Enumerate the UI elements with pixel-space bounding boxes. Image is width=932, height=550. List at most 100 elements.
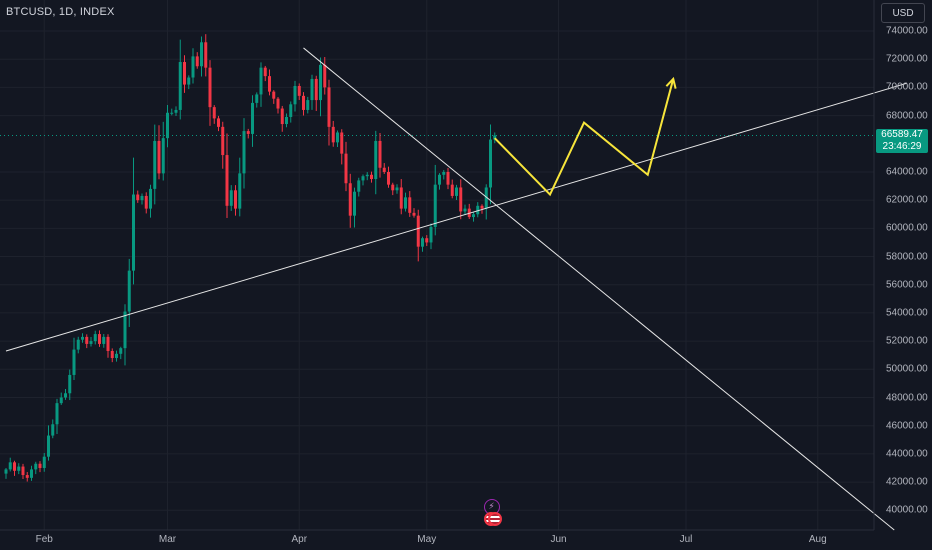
candle-body <box>38 463 42 468</box>
candle-body <box>280 108 284 125</box>
candle-body <box>472 214 475 218</box>
candle-body <box>51 424 55 436</box>
candle-body <box>225 155 229 206</box>
candle-body <box>13 462 16 471</box>
candle-body <box>433 184 437 227</box>
candle-body <box>8 462 12 470</box>
price-tick-label: 68000.00 <box>886 110 928 122</box>
ascending-trendline[interactable] <box>5 82 908 352</box>
candle-body <box>327 87 331 127</box>
price-tick-label: 62000.00 <box>886 194 928 206</box>
drawings[interactable] <box>5 47 908 531</box>
candle-body <box>123 311 127 349</box>
candle-body <box>17 466 21 471</box>
candle-body <box>293 85 297 105</box>
candle-body <box>395 187 399 191</box>
candle-body <box>246 131 250 134</box>
candle-body <box>314 78 318 101</box>
candle-body <box>276 98 280 109</box>
candle-body <box>200 42 203 67</box>
candle-body <box>416 215 420 247</box>
price-tick-label: 60000.00 <box>886 222 928 234</box>
price-tick-label: 72000.00 <box>886 53 928 65</box>
candle-body <box>438 174 441 185</box>
us-flag-event-icon[interactable] <box>487 511 502 526</box>
price-tick-label: 42000.00 <box>886 476 928 488</box>
candle-body <box>85 336 89 344</box>
time-tick-label: Jun <box>550 534 567 545</box>
candle-body <box>455 187 458 196</box>
candle-body <box>98 334 101 344</box>
candle-body <box>446 171 450 185</box>
candle-body <box>459 187 463 212</box>
candle-body <box>30 469 33 478</box>
candle-body <box>370 174 373 180</box>
price-tick-label: 46000.00 <box>886 420 928 432</box>
candle-body <box>289 104 293 117</box>
candle-body <box>191 56 195 78</box>
candle-body <box>263 67 267 77</box>
candle-body <box>361 176 365 181</box>
candle-body <box>136 194 140 201</box>
candle-body <box>268 76 271 92</box>
time-tick-label: Jul <box>679 534 693 545</box>
candle-body <box>319 64 322 101</box>
candle-body <box>302 95 305 110</box>
price-tick-label: 40000.00 <box>886 504 928 516</box>
price-tick-label: 52000.00 <box>886 335 928 347</box>
candle-body <box>412 212 416 216</box>
candle-body <box>140 195 144 201</box>
candle-body <box>234 190 237 209</box>
candle-body <box>272 91 276 99</box>
candle-body <box>357 180 361 192</box>
price-tick-label: 48000.00 <box>886 392 928 403</box>
candle-body <box>157 140 161 174</box>
candle-body <box>378 140 382 168</box>
currency-button[interactable]: USD <box>881 3 925 23</box>
last-price-tag: 66589.47 23:46:29 <box>876 129 928 154</box>
price-tick-label: 50000.00 <box>886 363 928 375</box>
candle-body <box>391 184 395 191</box>
descending-trendline[interactable] <box>303 47 895 531</box>
candle-body <box>110 350 114 359</box>
candle-body <box>204 42 208 68</box>
candle-body <box>310 78 314 101</box>
candle-body <box>425 238 429 243</box>
candle-body <box>480 205 484 209</box>
candle-body <box>348 183 352 216</box>
candle-body <box>229 190 233 206</box>
candle-body <box>255 94 259 103</box>
candle-body <box>115 353 118 359</box>
candle-body <box>72 349 76 375</box>
price-tick-label: 64000.00 <box>886 166 928 178</box>
candle-body <box>421 238 424 247</box>
price-tick-label: 58000.00 <box>886 251 928 263</box>
candle-body <box>34 463 38 470</box>
time-tick-label: Apr <box>291 534 308 545</box>
candle-body <box>323 64 327 88</box>
price-tick-label: 74000.00 <box>886 25 928 37</box>
candle-body <box>195 56 199 67</box>
candle-body <box>404 197 407 209</box>
candle-body <box>484 187 488 209</box>
last-price-value: 66589.47 <box>881 129 923 141</box>
bar-countdown: 23:46:29 <box>882 141 922 153</box>
candle-body <box>127 270 131 312</box>
candle-body <box>212 107 216 119</box>
candle-body <box>4 469 8 474</box>
candle-body <box>259 67 263 95</box>
candle-body <box>106 336 110 351</box>
candle-body <box>76 339 80 350</box>
candle-body <box>297 85 301 96</box>
candle-body <box>476 205 480 215</box>
candle-body <box>161 138 165 174</box>
projection-path[interactable] <box>494 78 675 197</box>
candle-body <box>238 173 242 209</box>
candle-body <box>285 116 288 125</box>
candle-body <box>340 132 344 154</box>
candle-body <box>365 174 369 177</box>
candle-body <box>336 132 339 143</box>
candle-body <box>382 167 386 172</box>
